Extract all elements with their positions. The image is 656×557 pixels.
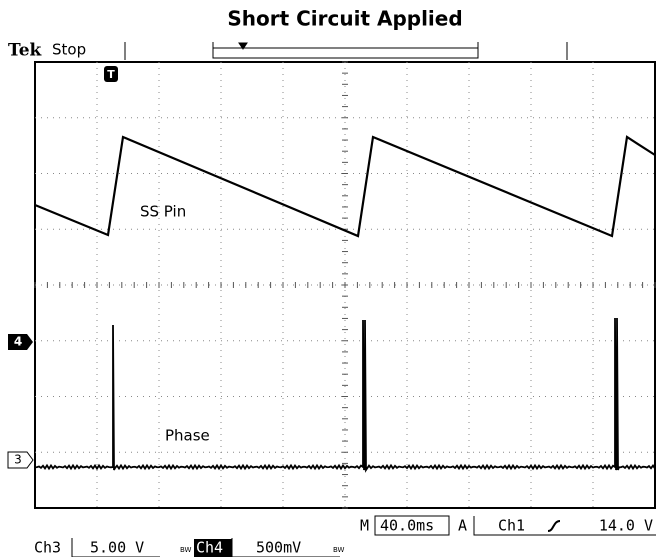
trigger-marker-box xyxy=(104,66,118,82)
trigger-slope xyxy=(547,520,561,532)
trace-label: SS Pin xyxy=(140,203,186,221)
ch4-box xyxy=(231,538,340,557)
trigger-source: Ch1 xyxy=(498,517,525,535)
bw-mark: BW xyxy=(333,546,345,554)
title: Short Circuit Applied xyxy=(227,7,462,31)
trigger-marker: T xyxy=(107,68,115,81)
bw-mark: BW xyxy=(180,546,192,554)
timebase-box xyxy=(374,515,450,536)
ch4-marker-box xyxy=(8,334,33,350)
record-bar xyxy=(124,42,568,60)
ch4-name-box xyxy=(194,539,232,557)
trigger-prefix: A xyxy=(458,517,467,535)
acq-state: Stop xyxy=(52,41,86,59)
ch4-scale: 500mV xyxy=(256,539,301,557)
ch3-scale: 5.00 V xyxy=(90,539,144,557)
trace-label: Phase xyxy=(165,427,210,445)
ch3-marker-box xyxy=(7,451,34,469)
timebase: 40.0ms xyxy=(380,517,434,535)
trigger-level: 14.0 V xyxy=(599,517,653,535)
ch4-marker: 4 xyxy=(14,335,22,349)
trigger-box xyxy=(473,516,656,536)
ss-pin-trace xyxy=(34,135,656,238)
brand: Tek xyxy=(8,41,43,61)
timebase-prefix: M xyxy=(360,517,369,535)
ch3-name: Ch3 xyxy=(34,539,61,557)
ch3-marker: 3 xyxy=(14,453,22,467)
ch3-box xyxy=(71,538,160,557)
phase-trace xyxy=(34,317,656,473)
graticule xyxy=(34,61,656,509)
ch4-name: Ch4 xyxy=(196,539,223,557)
